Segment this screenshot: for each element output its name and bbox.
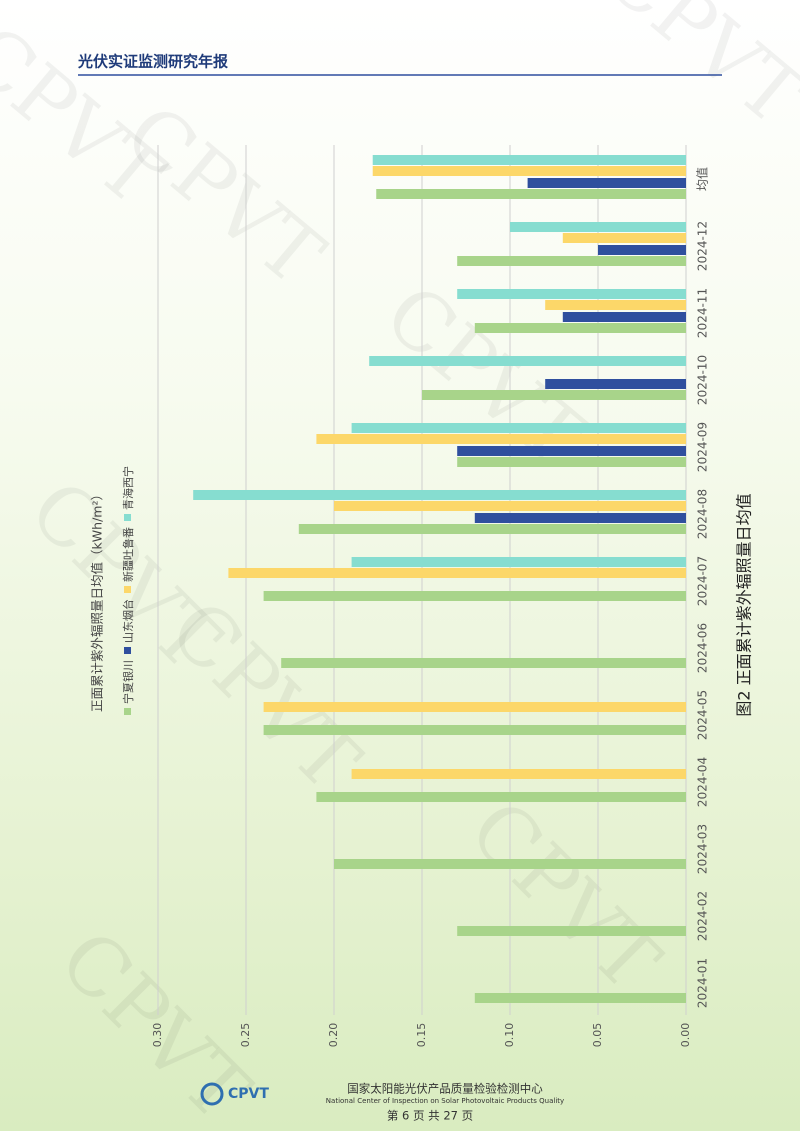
logo-icon: [200, 1082, 224, 1106]
bar: [545, 300, 686, 310]
x-tick-label: 2024-03: [696, 824, 710, 874]
legend-label: 宁夏银川: [121, 660, 135, 704]
bar: [369, 356, 686, 366]
bar: [562, 233, 686, 243]
bar: [457, 256, 686, 266]
y-tick-label: 0.15: [415, 1023, 428, 1048]
x-tick-label: 2024-11: [696, 288, 710, 338]
page-number: 第 6 页 共 27 页: [387, 1109, 473, 1123]
watermark: CPVT: [152, 583, 378, 809]
watermark: CPVT: [452, 783, 678, 1009]
bar: [351, 557, 686, 567]
bar: [228, 568, 686, 578]
chart-title: 图2 正面累计紫外辐照量日均值: [735, 493, 754, 716]
bar: [298, 524, 686, 534]
legend-swatch: [124, 514, 131, 521]
bar: [351, 769, 686, 779]
bar: [372, 155, 686, 165]
legend-label: 新疆吐鲁番: [121, 527, 135, 582]
chart: 0.00 0.05 0.10 0.15 0.20 0.25 0.30 2024-01 2024-…: [121, 145, 710, 1047]
x-tick-label: 均值: [695, 167, 710, 191]
y-tick-label: 0.30: [151, 1023, 164, 1048]
x-tick-label: 2024-01: [696, 958, 710, 1008]
y-tick-label: 0.10: [503, 1023, 516, 1048]
footer-org-cn: 国家太阳能光伏产品质量检验检测中心: [347, 1082, 543, 1096]
bar: [263, 702, 686, 712]
x-tick-label: 2024-04: [696, 757, 710, 807]
footer-org-en: National Center of Inspection on Solar P…: [326, 1097, 564, 1105]
bar: [474, 993, 686, 1003]
bar: [351, 423, 686, 433]
bar: [281, 658, 686, 668]
x-tick-label: 2024-06: [696, 623, 710, 673]
bar: [598, 245, 686, 255]
header-title: 光伏实证监测研究年报: [77, 53, 228, 71]
bar: [372, 166, 686, 176]
bar: [474, 323, 686, 333]
x-tick-label: 2024-09: [696, 422, 710, 472]
bar: [422, 390, 686, 400]
bar: [263, 725, 686, 735]
legend-swatch: [124, 708, 131, 715]
legend-label: 青海西宁: [121, 466, 135, 510]
bar: [545, 379, 686, 389]
x-tick-label: 2024-08: [696, 489, 710, 539]
x-tick-label: 2024-07: [696, 556, 710, 606]
bar: [457, 446, 686, 456]
bar: [457, 457, 686, 467]
bar: [334, 859, 686, 869]
watermark: CPVT: [588, 0, 800, 143]
bar: [334, 501, 686, 511]
legend-swatch: [124, 647, 131, 654]
bar: [316, 434, 686, 444]
axis-title: 正面累计紫外辐照量日均值（kWh/m²）: [90, 488, 105, 712]
y-tick-label: 0.20: [327, 1023, 340, 1048]
x-tick-label: 2024-10: [696, 355, 710, 405]
logo-text: CPVT: [228, 1086, 269, 1102]
bar: [263, 591, 686, 601]
bar: [510, 222, 686, 232]
bar: [474, 513, 686, 523]
bar: [316, 792, 686, 802]
bar: [527, 178, 686, 188]
y-tick-label: 0.05: [591, 1023, 604, 1048]
x-tick-label: 2024-12: [696, 221, 710, 271]
y-tick-label: 0.25: [239, 1023, 252, 1048]
bar: [376, 189, 686, 199]
x-tick-label: 2024-05: [696, 690, 710, 740]
y-tick-label: 0.00: [679, 1023, 692, 1048]
legend-swatch: [124, 586, 131, 593]
x-tick-label: 2024-02: [696, 891, 710, 941]
bar: [562, 312, 686, 322]
legend-label: 山东烟台: [121, 599, 135, 643]
bar: [457, 289, 686, 299]
bar: [457, 926, 686, 936]
bar: [193, 490, 686, 500]
